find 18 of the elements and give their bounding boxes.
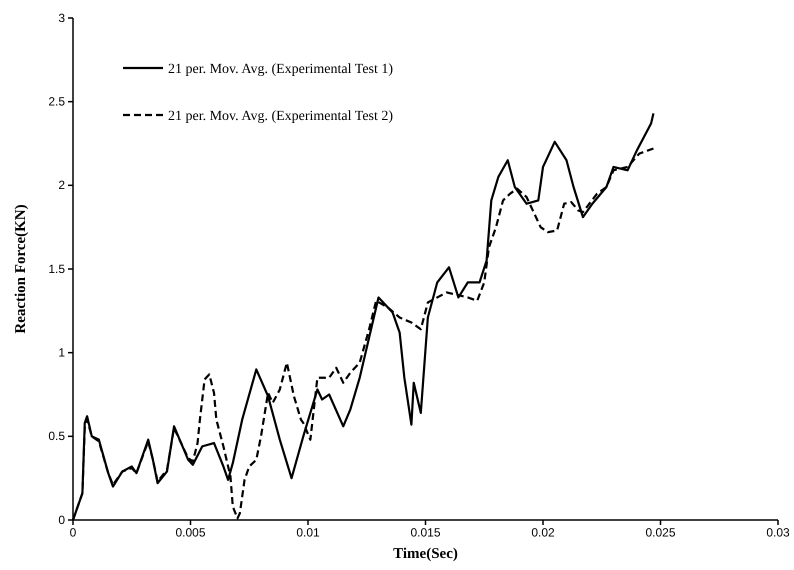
legend-label: 21 per. Mov. Avg. (Experimental Test 2): [168, 109, 394, 124]
x-axis-title: Time(Sec): [393, 546, 458, 562]
legend-label: 21 per. Mov. Avg. (Experimental Test 1): [168, 62, 394, 77]
y-axis-title: Reaction Force(KN): [13, 204, 29, 334]
y-tick-label: 2.5: [48, 94, 66, 109]
x-tick-label: 0.01: [296, 526, 320, 540]
y-tick-label: 0: [58, 512, 66, 527]
y-tick-label: 3: [58, 10, 66, 25]
y-tick-label: 1.5: [48, 262, 66, 276]
x-tick-label: 0.015: [410, 526, 441, 540]
y-tick-label: 0.5: [48, 429, 66, 444]
y-tick-label: 1: [58, 346, 66, 360]
x-tick-label: 0.02: [531, 526, 555, 540]
x-tick-label: 0: [70, 526, 77, 540]
x-tick-label: 0.005: [175, 526, 206, 540]
x-tick-label: 0.03: [766, 526, 790, 540]
x-tick-label: 0.025: [645, 526, 676, 540]
y-tick-label: 2: [58, 178, 66, 192]
